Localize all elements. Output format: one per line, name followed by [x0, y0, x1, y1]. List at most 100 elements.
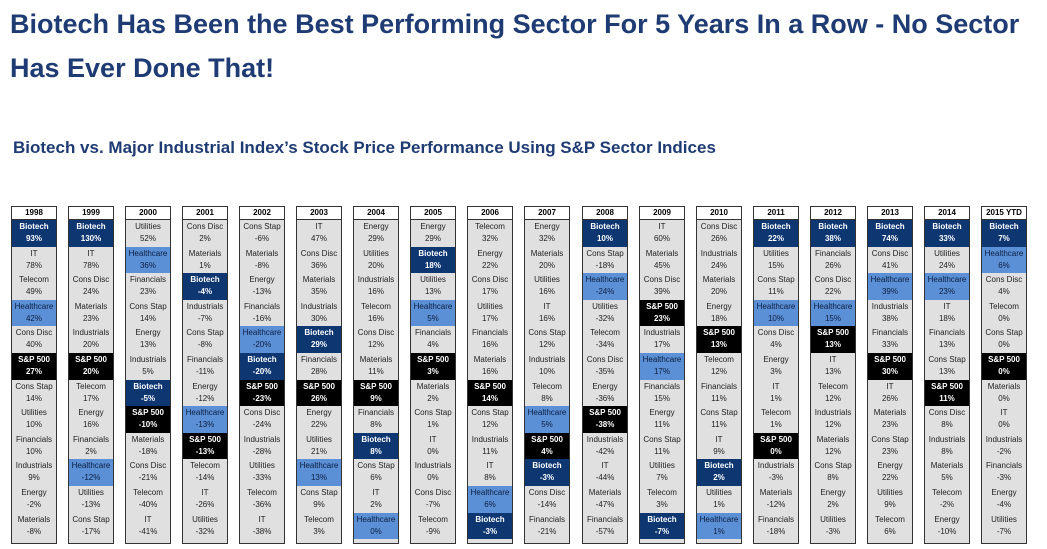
sector-return: 38%: [824, 234, 841, 243]
sector-cell: Telecom -36%: [240, 486, 284, 513]
year-column: 2002 Cons Stap -6% Materials -8% Energy -13% Fi…: [239, 206, 285, 544]
sector-cell: Cons Disc -7%: [411, 486, 455, 513]
sector-cell: Biotech -3%: [468, 512, 512, 540]
sector-return: -32%: [595, 313, 615, 323]
sector-name: Cons Stap: [300, 487, 338, 497]
sector-cell: Financials -57%: [583, 513, 627, 540]
sector-cell: Utilities 10%: [12, 406, 56, 433]
sector-name: Telecom: [304, 514, 334, 524]
sector-name: Cons Disc: [586, 354, 624, 364]
sector-name: Telecom: [590, 328, 620, 338]
sector-return: 1%: [770, 420, 782, 430]
sector-cell: S&P 500 -38%: [583, 406, 627, 433]
sector-name: IT: [486, 461, 494, 471]
sector-return: 13%: [710, 340, 727, 350]
sector-cell: Energy 11%: [640, 406, 684, 433]
sector-cell: Cons Stap 14%: [126, 300, 170, 327]
sector-return: 12%: [538, 340, 555, 350]
sector-cell: Telecom 49%: [12, 273, 56, 300]
sector-return: -21%: [138, 473, 158, 483]
sector-return: 11%: [711, 420, 727, 430]
year-column: 2014 Biotech 33% Utilities 24% Healthcare 23% I…: [924, 206, 970, 544]
sector-return: -10%: [937, 526, 957, 536]
sector-name: Financials: [72, 434, 109, 444]
sector-cell: Healthcare 10%: [754, 299, 798, 327]
sector-cell: Industrials 10%: [525, 353, 569, 380]
sector-name: Cons Disc: [643, 275, 681, 285]
sector-return: 38%: [881, 313, 898, 323]
sector-return: -16%: [252, 313, 272, 323]
sector-cell: Healthcare 17%: [640, 352, 684, 380]
sector-cell: Financials 2%: [69, 433, 113, 460]
sector-cell: Financials -18%: [754, 513, 798, 540]
sector-cell: Industrials 20%: [69, 326, 113, 353]
sector-cell: Industrials 11%: [468, 433, 512, 460]
year-header: 2001: [183, 207, 227, 220]
sector-return: 26%: [310, 393, 327, 403]
sector-name: Telecom: [932, 487, 962, 497]
sector-return: 2%: [827, 499, 839, 509]
sector-name: Industrials: [243, 434, 281, 444]
sector-return: 20%: [82, 340, 99, 350]
sector-return: 47%: [310, 234, 327, 243]
sector-return: 22%: [767, 234, 784, 243]
sector-return: -7%: [996, 526, 1012, 536]
sector-cell: S&P 500 13%: [697, 326, 741, 353]
sector-name: Utilities: [477, 301, 503, 311]
sector-name: Industrials: [15, 461, 53, 471]
sector-cell: S&P 500 4%: [525, 432, 569, 460]
year-column: 2003 IT 47% Cons Disc 36% Materials 35% Industr…: [296, 206, 342, 544]
sector-return: 0%: [998, 420, 1010, 430]
sector-return: 22%: [310, 420, 327, 430]
sector-return: 3%: [313, 526, 325, 536]
sector-return: -3%: [482, 526, 498, 536]
sector-name: Telecom: [361, 301, 391, 311]
sector-cell: Industrials 5%: [126, 353, 170, 380]
sector-return: 8%: [484, 473, 496, 483]
sector-return: -20%: [252, 340, 272, 350]
sector-return: 60%: [653, 234, 670, 243]
year-header: 2003: [297, 207, 341, 220]
sector-cell: Energy 22%: [297, 406, 341, 433]
sector-return: 27%: [25, 366, 42, 376]
sector-cell: Industrials 9%: [12, 459, 56, 486]
sector-return: 18%: [938, 313, 955, 323]
sector-cell: Healthcare 42%: [12, 299, 56, 327]
sector-return: -44%: [595, 473, 615, 483]
sector-return: 23%: [653, 313, 670, 323]
sector-name: Biotech: [875, 222, 905, 231]
sector-return: -33%: [252, 473, 272, 483]
sector-return: 4%: [427, 340, 439, 350]
sector-return: 1%: [770, 393, 782, 403]
sector-name: S&P 500: [703, 328, 735, 338]
sector-return: 13%: [938, 366, 955, 376]
sector-return: 5%: [142, 366, 154, 376]
year-header: 2000: [126, 207, 170, 220]
sector-name: S&P 500: [988, 354, 1020, 364]
sector-return: 13%: [139, 340, 156, 350]
sector-return: 22%: [481, 260, 498, 270]
sector-cell: Utilities 17%: [468, 300, 512, 327]
sector-name: Industrials: [757, 461, 795, 471]
sector-return: 13%: [938, 340, 955, 350]
sector-name: Materials: [245, 248, 279, 258]
sector-cell: Materials -8%: [240, 247, 284, 274]
sector-cell: S&P 500 20%: [69, 352, 113, 380]
sector-return: 45%: [653, 260, 670, 270]
sector-return: -7%: [654, 526, 670, 536]
sector-cell: Cons Disc 39%: [640, 273, 684, 300]
sector-name: Utilities: [306, 434, 332, 444]
year-header: 2002: [240, 207, 284, 220]
sector-return: -3%: [539, 473, 555, 483]
sector-cell: Industrials 0%: [411, 459, 455, 486]
sector-name: Materials: [473, 354, 507, 364]
sector-cell: Biotech 10%: [583, 220, 627, 247]
sector-name: Biotech: [76, 222, 106, 231]
sector-return: 10%: [596, 234, 613, 243]
sector-name: S&P 500: [132, 408, 164, 418]
sector-cell: Healthcare -24%: [583, 273, 627, 300]
year-header: 2015 YTD: [982, 207, 1026, 220]
sector-name: Utilities: [592, 301, 618, 311]
sector-name: Energy: [78, 408, 104, 418]
sector-cell: Healthcare 5%: [525, 406, 569, 433]
